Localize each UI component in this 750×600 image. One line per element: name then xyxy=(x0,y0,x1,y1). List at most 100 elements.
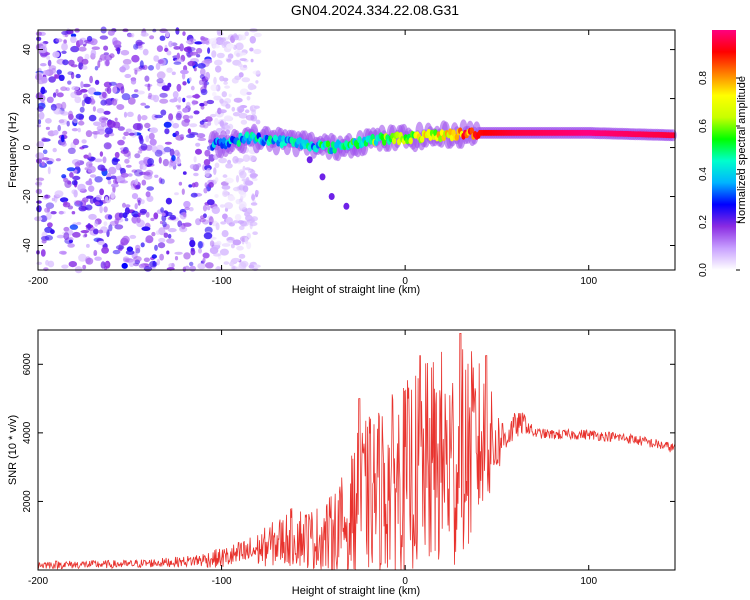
noise-blob xyxy=(109,53,115,59)
noise-blob xyxy=(54,190,64,198)
noise-blob xyxy=(145,235,154,244)
noise-blob xyxy=(231,257,241,263)
noise-blob xyxy=(176,83,182,92)
noise-blob xyxy=(88,213,97,220)
noise-blob xyxy=(87,165,96,173)
noise-blob xyxy=(216,29,223,35)
noise-blob xyxy=(41,239,47,244)
noise-blob xyxy=(107,180,112,185)
noise-blob xyxy=(72,117,78,124)
noise-blob xyxy=(110,191,116,199)
noise-blob xyxy=(189,132,199,136)
noise-blob xyxy=(72,231,81,238)
noise-blob xyxy=(72,175,81,181)
noise-blob xyxy=(104,127,113,135)
noise-blob xyxy=(180,69,189,75)
noise-blob xyxy=(36,200,42,204)
noise-blob xyxy=(132,213,139,218)
noise-blob xyxy=(41,137,47,142)
noise-blob xyxy=(130,78,137,85)
noise-blob xyxy=(138,263,145,269)
noise-blob xyxy=(222,189,229,198)
noise-blob xyxy=(183,200,191,208)
noise-blob xyxy=(195,142,201,147)
noise-blob xyxy=(35,152,45,159)
noise-blob xyxy=(40,249,46,257)
noise-blob xyxy=(214,194,219,198)
noise-blob xyxy=(96,108,105,114)
noise-blob xyxy=(235,175,240,183)
noise-blob xyxy=(240,52,247,56)
noise-blob xyxy=(226,43,235,49)
noise-blob xyxy=(127,173,133,177)
noise-blob xyxy=(121,93,131,101)
band-core xyxy=(396,138,402,146)
noise-blob xyxy=(66,167,76,172)
noise-blob xyxy=(71,128,79,132)
noise-blob xyxy=(112,249,121,255)
noise-blob xyxy=(166,238,175,244)
noise-blob xyxy=(101,91,107,99)
noise-blob xyxy=(116,104,125,110)
colorbar-tick-label: 0.0 xyxy=(698,263,709,277)
noise-blob xyxy=(239,220,248,227)
noise-blob xyxy=(167,233,172,239)
noise-blob xyxy=(246,96,251,101)
x-tick-label: 0 xyxy=(402,276,408,287)
noise-blob xyxy=(109,81,117,86)
noise-blob xyxy=(160,109,167,116)
noise-blob xyxy=(196,47,203,54)
noise-blob xyxy=(231,106,236,112)
noise-blob xyxy=(128,132,135,136)
noise-blob xyxy=(207,47,211,54)
noise-blob xyxy=(249,47,254,52)
noise-blob xyxy=(242,165,246,172)
noise-blob xyxy=(47,260,55,268)
noise-blob xyxy=(238,225,245,230)
noise-blob xyxy=(157,59,164,64)
noise-blob xyxy=(182,266,187,273)
noise-blob xyxy=(52,51,60,58)
noise-blob xyxy=(114,117,118,122)
noise-blob xyxy=(213,76,217,85)
noise-blob xyxy=(216,266,221,271)
noise-blob xyxy=(251,193,255,202)
noise-blob xyxy=(214,59,223,66)
noise-blob xyxy=(89,197,95,204)
noise-blob xyxy=(219,248,229,256)
noise-blob xyxy=(61,101,67,110)
noise-blob xyxy=(173,46,181,50)
noise-blob xyxy=(187,128,192,134)
noise-blob xyxy=(143,257,150,263)
noise-blob xyxy=(203,187,208,194)
noise-blob xyxy=(56,234,65,239)
noise-blob xyxy=(119,180,129,184)
snr-y-ticks: 2000 4000 6000 xyxy=(22,353,675,513)
noise-blob xyxy=(100,261,106,269)
noise-blob xyxy=(220,221,227,225)
noise-blob xyxy=(188,38,196,42)
noise-blob xyxy=(249,173,257,179)
noise-blob xyxy=(239,170,247,179)
noise-blob xyxy=(224,202,234,210)
noise-blob xyxy=(56,92,64,98)
noise-blob xyxy=(90,49,97,57)
noise-blob xyxy=(120,49,130,56)
noise-blob xyxy=(135,244,141,252)
noise-blob xyxy=(124,217,129,222)
x-tick-label: 100 xyxy=(580,576,597,587)
noise-blob xyxy=(186,101,191,109)
noise-blob xyxy=(239,88,249,96)
noise-blob xyxy=(80,230,90,234)
noise-blob xyxy=(41,161,45,167)
noise-blob xyxy=(141,163,147,170)
noise-blob xyxy=(226,240,234,244)
noise-blob xyxy=(174,251,183,255)
spectrogram-frame xyxy=(37,29,676,271)
noise-blob xyxy=(154,114,164,119)
noise-blob xyxy=(166,250,170,255)
noise-blob xyxy=(73,138,80,146)
noise-blob xyxy=(35,31,43,36)
noise-blob xyxy=(239,58,247,62)
noise-blob xyxy=(250,58,254,63)
